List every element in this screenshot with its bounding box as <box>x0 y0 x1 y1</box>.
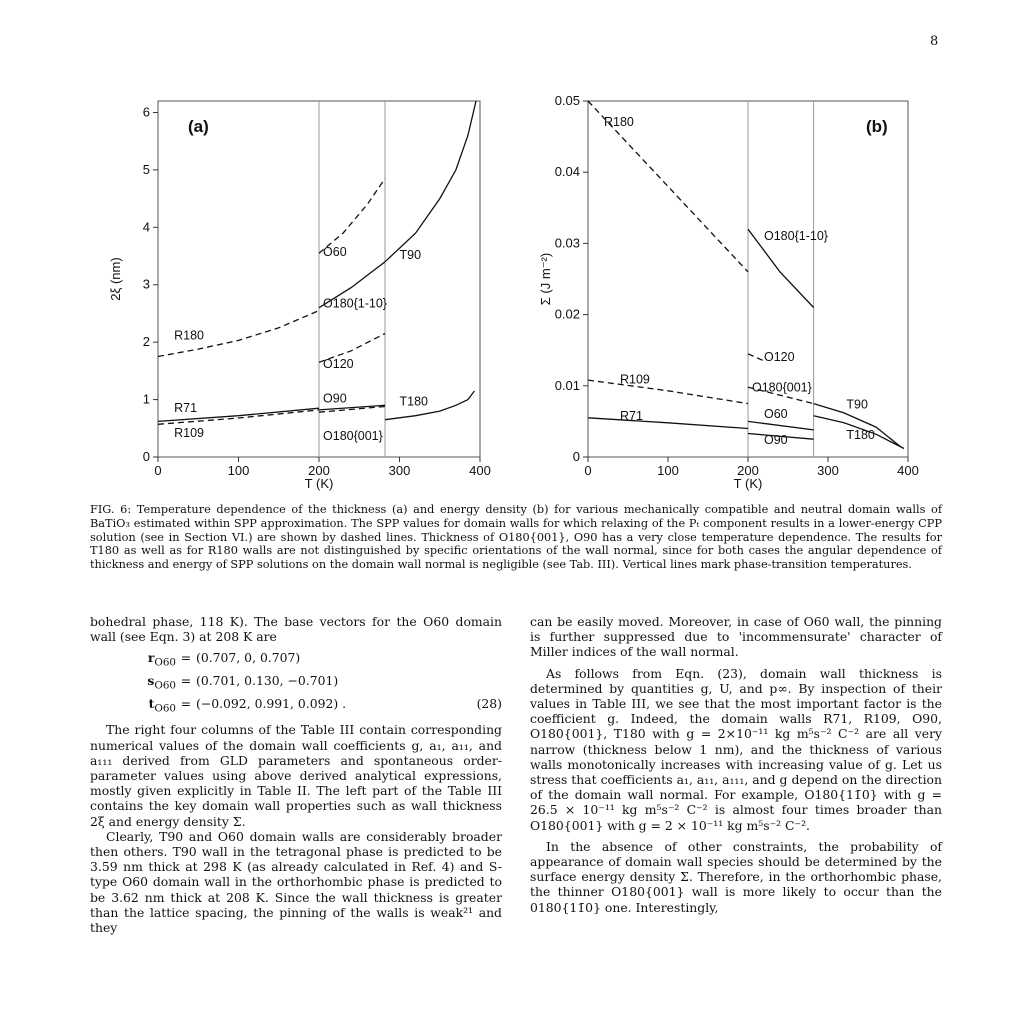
right-column: can be easily moved. Moreover, in case o… <box>530 614 942 915</box>
eq-rhs: (0.701, 0.130, −0.701) <box>196 673 339 689</box>
x-tick-label: 300 <box>389 463 411 478</box>
x-tick-label: 200 <box>308 463 330 478</box>
eq-lhs-r: rO60 <box>147 650 176 669</box>
page-number: 8 <box>930 34 939 49</box>
curve-label: O120 <box>323 357 354 371</box>
eq-rhs: (0.707, 0, 0.707) <box>196 650 301 666</box>
y-tick-label: 4 <box>143 219 150 234</box>
series-line <box>318 178 386 254</box>
x-tick-label: 100 <box>228 463 250 478</box>
paragraph: In the absence of other constraints, the… <box>530 838 942 915</box>
x-axis-label: T (K) <box>305 476 334 491</box>
equation-number: (28) <box>476 695 502 711</box>
y-tick-label: 6 <box>143 104 150 119</box>
curve-label: O60 <box>764 407 788 421</box>
y-tick-label: 0.01 <box>555 378 580 393</box>
equation-28: rO60 = (0.707, 0, 0.707) sO60 = (0.701, … <box>90 650 502 716</box>
x-tick-label: 0 <box>154 463 161 478</box>
y-tick-label: 5 <box>143 162 150 177</box>
eq-lhs-t: tO60 <box>148 695 176 715</box>
paragraph: Clearly, T90 and O60 domain walls are co… <box>90 828 502 936</box>
curve-label: O60 <box>323 245 347 259</box>
curve-label: R180 <box>604 115 634 129</box>
series-line <box>384 100 477 263</box>
series-line <box>318 261 386 309</box>
y-tick-label: 0.02 <box>555 307 580 322</box>
curve-label: R109 <box>620 373 650 387</box>
figure-6: 0 100 200 300 400 0 1 2 3 4 5 6 T (K) 2ξ (nm) (a) O60 T9… <box>108 93 919 491</box>
curve-label: O90 <box>323 391 347 405</box>
paragraph: The right four columns of the Table III … <box>90 722 502 829</box>
curve-label: R109 <box>174 426 204 440</box>
x-tick-label: 300 <box>817 463 839 478</box>
y-tick-label: 3 <box>143 277 150 292</box>
curve-label: O180{001} <box>752 380 812 394</box>
x-tick-label: 100 <box>657 463 679 478</box>
x-tick-label: 400 <box>469 463 491 478</box>
panel-label: (b) <box>866 117 888 136</box>
series-line <box>318 405 386 413</box>
curve-label: R180 <box>174 328 204 342</box>
paragraph: As follows from Eqn. (23), domain wall t… <box>530 665 942 833</box>
y-tick-label: 0 <box>573 449 580 464</box>
series-line <box>587 100 749 273</box>
curve-label: T90 <box>400 248 422 262</box>
series-line <box>587 417 749 430</box>
series-line <box>747 353 765 362</box>
eq-rhs: (−0.092, 0.991, 0.092) . <box>196 695 347 711</box>
series-line <box>747 228 815 308</box>
paragraph: can be easily moved. Moreover, in case o… <box>530 614 942 660</box>
series-line <box>813 415 905 450</box>
y-tick-label: 0 <box>143 449 150 464</box>
y-tick-label: 1 <box>143 392 150 407</box>
paragraph: bohedral phase, 118 K). The base vectors… <box>90 614 502 645</box>
series-line <box>747 432 814 440</box>
y-tick-label: 0.05 <box>555 93 580 108</box>
series-line <box>318 332 386 363</box>
x-axis-label: T (K) <box>734 476 763 491</box>
y-axis-label: 2ξ (nm) <box>108 257 123 300</box>
series-line <box>587 379 749 405</box>
panel-a: 0 100 200 300 400 0 1 2 3 4 5 6 T (K) 2ξ (nm) (a) O60 T9… <box>108 100 491 491</box>
x-tick-label: 0 <box>584 463 591 478</box>
x-tick-label: 400 <box>897 463 919 478</box>
y-tick-label: 0.04 <box>555 164 580 179</box>
y-axis-label: Σ (J m⁻²) <box>538 253 553 305</box>
series-line <box>813 402 901 447</box>
curve-label: T180 <box>846 428 875 442</box>
x-tick-label: 200 <box>737 463 759 478</box>
eq-lhs-s: sO60 <box>147 673 176 692</box>
curve-label: R71 <box>174 401 197 415</box>
y-tick-label: 0.03 <box>555 235 580 250</box>
curve-label: O180{001} <box>323 429 383 443</box>
left-column: bohedral phase, 118 K). The base vectors… <box>90 614 502 935</box>
curve-label: O90 <box>764 433 788 447</box>
y-tick-label: 2 <box>143 334 150 349</box>
series-line <box>157 310 320 358</box>
panel-label: (a) <box>188 117 209 136</box>
series-line <box>157 409 320 425</box>
curve-label: O180{1-10} <box>323 297 387 311</box>
series-line <box>384 390 475 421</box>
series-line <box>318 404 386 411</box>
curve-label: T90 <box>846 398 868 412</box>
series-line <box>747 386 814 405</box>
series-line <box>157 407 320 423</box>
series-line <box>747 420 814 431</box>
figure-caption: FIG. 6: Temperature dependence of the th… <box>90 503 942 572</box>
curve-label: O180{1-10} <box>764 229 828 243</box>
panel-b: 0 100 200 300 400 0 0.01 0.02 0.03 0.04 0.05 T (K) Σ… <box>538 93 919 491</box>
curve-label: O120 <box>764 350 795 364</box>
curve-label: T180 <box>400 394 429 408</box>
curve-label: R71 <box>620 409 643 423</box>
